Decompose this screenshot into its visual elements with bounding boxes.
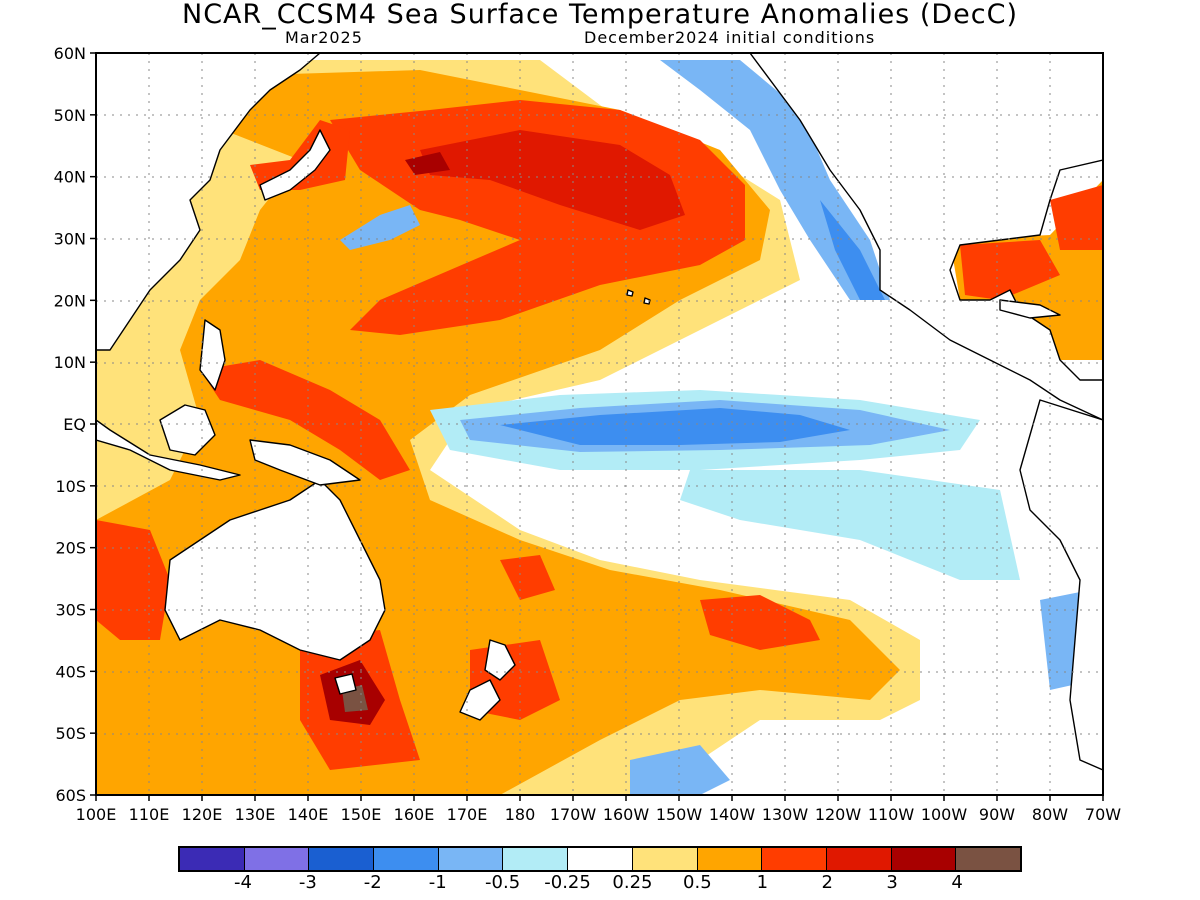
colorbar-swatch (956, 848, 1020, 870)
colorbar-swatch (762, 848, 827, 870)
colorbar-swatch (438, 848, 504, 870)
lon-label: 120E (182, 805, 223, 824)
colorbar-swatch (632, 848, 698, 870)
lat-label: 20N (54, 291, 86, 310)
colorbar-swatch (826, 848, 892, 870)
lon-label: 170E (447, 805, 488, 824)
lon-label: 130E (235, 805, 276, 824)
lon-label: 120W (815, 805, 862, 824)
lon-label: 140E (288, 805, 329, 824)
lat-label: 60N (54, 44, 86, 63)
colorbar (178, 846, 1022, 872)
lat-label: 40N (54, 168, 86, 187)
lat-label: EQ (63, 415, 86, 434)
colorbar-label: 1 (756, 872, 769, 893)
forecast-month: Mar2025 (285, 28, 363, 47)
colorbar-swatch (891, 848, 957, 870)
lat-label: 10S (55, 477, 86, 496)
lon-label: 150W (656, 805, 703, 824)
lon-label: 90W (979, 805, 1015, 824)
colorbar-swatch (244, 848, 310, 870)
lat-label: 30S (55, 601, 86, 620)
lon-label: 140W (709, 805, 756, 824)
colorbar-label: 3 (886, 872, 898, 893)
colorbar-label: 2 (821, 872, 833, 893)
lat-label: 30N (54, 230, 86, 249)
lon-label: 70W (1085, 805, 1121, 824)
colorbar-label: 4 (951, 872, 963, 893)
lon-label: 130W (762, 805, 809, 824)
colorbar-swatch (180, 848, 245, 870)
lon-label: 100W (921, 805, 968, 824)
lon-label: 110E (129, 805, 170, 824)
lon-label: 180 (505, 805, 536, 824)
colorbar-label: 0.25 (612, 872, 653, 893)
latitude-axis: 60N 50N 40N 30N 20N 10N EQ 10S 20S 30S 40S 50S 60S (54, 44, 96, 805)
lon-label: 150E (341, 805, 382, 824)
colorbar-label: -3 (298, 872, 317, 893)
colorbar-label: -2 (363, 872, 382, 893)
lon-label: 160E (394, 805, 435, 824)
lat-label: 20S (55, 539, 86, 558)
colorbar-label: -4 (233, 872, 252, 893)
colorbar-label: -0.25 (544, 872, 591, 893)
landmass (96, 53, 1103, 771)
lat-label: 50N (54, 106, 86, 125)
colorbar-label: -0.5 (485, 872, 521, 893)
lat-label: 60S (55, 786, 86, 805)
map-title: NCAR_CCSM4 Sea Surface Temperature Anoma… (182, 0, 1018, 30)
lon-label: 170W (550, 805, 597, 824)
colorbar-label: 0.5 (683, 872, 712, 893)
colorbar-swatch (568, 848, 633, 870)
anomaly-field (96, 53, 1103, 795)
lat-label: 10N (54, 353, 86, 372)
colorbar-label: -1 (428, 872, 447, 893)
lat-label: 50S (55, 724, 86, 743)
colorbar-swatch (697, 848, 763, 870)
colorbar-swatch (374, 848, 439, 870)
lon-label: 80W (1032, 805, 1068, 824)
lon-label: 100E (76, 805, 117, 824)
lon-label: 160W (603, 805, 650, 824)
lon-label: 110W (868, 805, 915, 824)
initial-conditions: December2024 initial conditions (584, 28, 876, 47)
longitude-axis: 100E 110E 120E 130E 140E 150E 160E 170E 180 170W 1… (76, 795, 1121, 824)
lat-label: 40S (55, 662, 86, 681)
colorbar-swatch (309, 848, 375, 870)
colorbar-swatch (503, 848, 569, 870)
